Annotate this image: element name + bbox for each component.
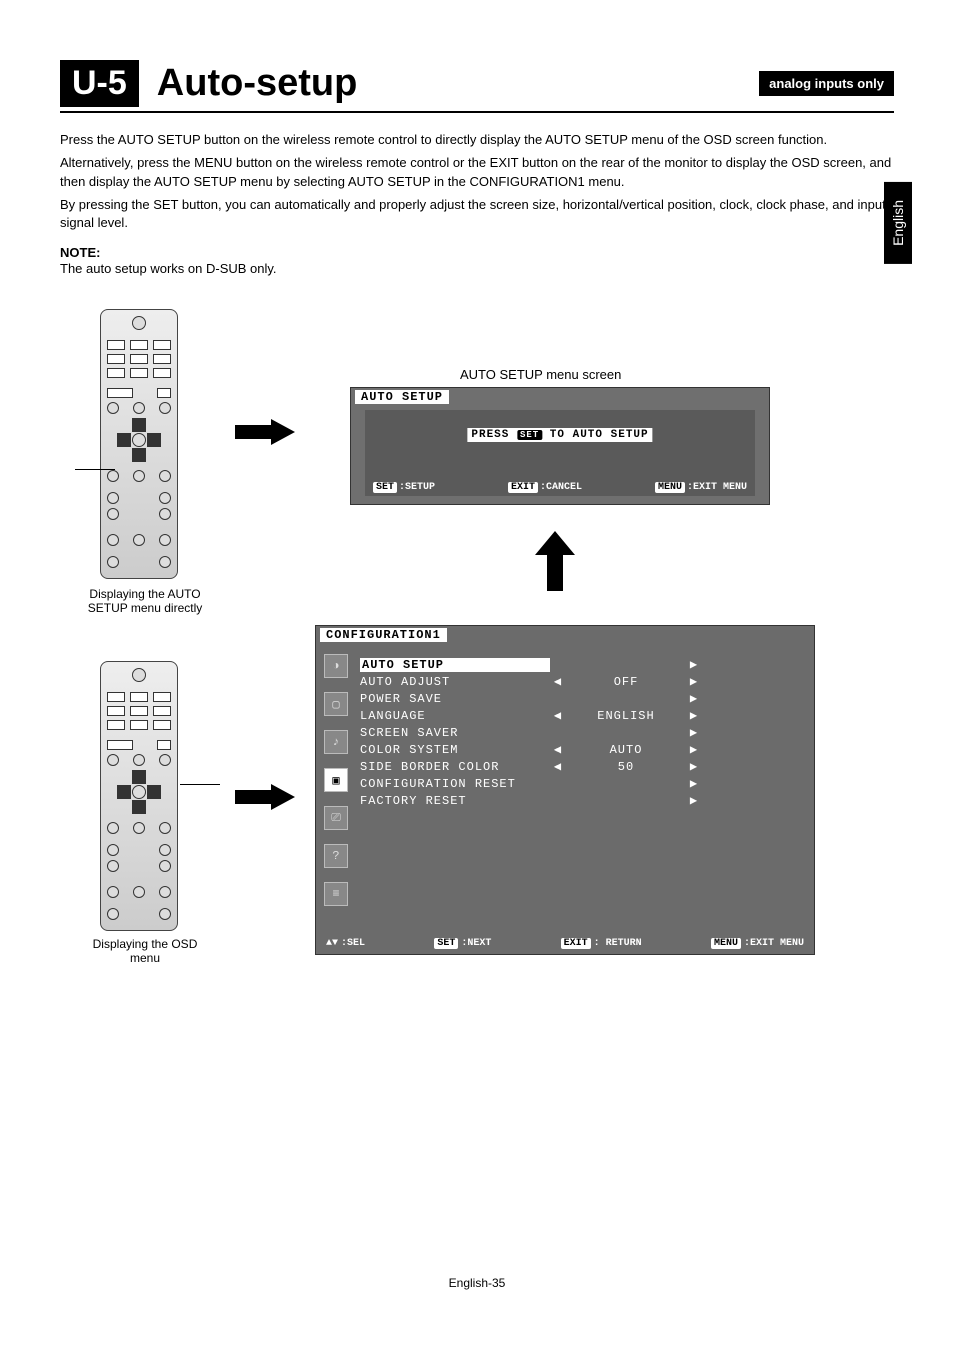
sidebar-config3-icon: ?	[324, 844, 348, 868]
triangle-right-icon: ▶	[686, 793, 702, 808]
triangle-left-icon: ◀	[550, 674, 566, 689]
osd2-footer: ▲▼:SEL SET:NEXT EXIT: RETURN MENU:EXIT M…	[326, 938, 804, 949]
triangle-right-icon: ▶	[686, 674, 702, 689]
set-key-icon: SET	[517, 430, 542, 440]
triangle-right-icon: ▶	[686, 742, 702, 757]
triangle-left-icon: ◀	[550, 759, 566, 774]
osd2-row-label: CONFIGURATION RESET	[360, 777, 550, 791]
triangle-left-icon: ◀	[550, 742, 566, 757]
osd2-row-label: SIDE BORDER COLOR	[360, 760, 550, 774]
arrow-up-icon	[535, 531, 575, 591]
configuration1-osd: CONFIGURATION1 ◑ ▢ ♪ ▣ ⎚ ? ≡ AUTO SETUP ▶…	[315, 625, 815, 955]
osd2-menu-row: LANGUAGE◀ENGLISH▶	[360, 707, 806, 724]
sidebar-advanced-icon: ≡	[324, 882, 348, 906]
sidebar-audio-icon: ♪	[324, 730, 348, 754]
osd2-menu-list: AUTO SETUP▶AUTO ADJUST◀OFF▶POWER SAVE▶LA…	[360, 656, 806, 809]
sidebar-screen-icon: ▢	[324, 692, 348, 716]
osd2-row-value: OFF	[566, 675, 686, 689]
osd2-title: CONFIGURATION1	[320, 628, 447, 642]
page-header: U-5 Auto-setup analog inputs only	[60, 60, 894, 107]
triangle-right-icon: ▶	[686, 708, 702, 723]
osd2-row-label: COLOR SYSTEM	[360, 743, 550, 757]
remote-caption-top: Displaying the AUTO SETUP menu directly	[85, 587, 205, 615]
osd2-menu-row: COLOR SYSTEM◀AUTO▶	[360, 741, 806, 758]
sidebar-config1-icon: ▣	[324, 768, 348, 792]
osd2-menu-row: AUTO ADJUST◀OFF▶	[360, 673, 806, 690]
paragraph-2: Alternatively, press the MENU button on …	[60, 154, 894, 192]
osd1-footer: SET:SETUP EXIT:CANCEL MENU:EXIT MENU	[373, 482, 747, 493]
section-badge: U-5	[60, 60, 139, 107]
triangle-left-icon: ◀	[550, 708, 566, 723]
arrow-right-icon	[235, 784, 295, 810]
osd2-row-label: LANGUAGE	[360, 709, 550, 723]
osd2-row-label: SCREEN SAVER	[360, 726, 550, 740]
analog-badge: analog inputs only	[759, 71, 894, 96]
osd2-menu-row: SCREEN SAVER ▶	[360, 724, 806, 741]
language-tab: English	[884, 182, 912, 264]
remote-caption-bottom: Displaying the OSD menu	[85, 937, 205, 965]
remote-control-bottom	[100, 661, 178, 931]
osd2-menu-row: FACTORY RESET ▶	[360, 792, 806, 809]
osd1-title: AUTO SETUP	[355, 390, 449, 404]
osd2-row-label: AUTO ADJUST	[360, 675, 550, 689]
triangle-right-icon: ▶	[686, 657, 702, 672]
arrow-right-icon	[235, 419, 295, 445]
paragraph-3: By pressing the SET button, you can auto…	[60, 196, 894, 234]
osd2-menu-row: CONFIGURATION RESET ▶	[360, 775, 806, 792]
osd2-row-label: POWER SAVE	[360, 692, 550, 706]
page-title: Auto-setup	[157, 62, 358, 105]
triangle-right-icon: ▶	[686, 691, 702, 706]
callout-line-bottom	[180, 784, 220, 785]
osd2-row-value: ENGLISH	[566, 709, 686, 723]
triangle-right-icon: ▶	[686, 759, 702, 774]
triangle-right-icon: ▶	[686, 725, 702, 740]
sidebar-config2-icon: ⎚	[324, 806, 348, 830]
osd2-menu-row: AUTO SETUP ▶	[360, 656, 806, 673]
page-footer: English-35	[0, 1276, 954, 1290]
diagram-area: Displaying the AUTO SETUP menu directly …	[60, 309, 894, 989]
osd2-menu-row: POWER SAVE ▶	[360, 690, 806, 707]
header-rule	[60, 111, 894, 113]
auto-setup-osd: AUTO SETUP PRESS SET TO AUTO SETUP SET:S…	[350, 387, 770, 505]
osd1-press-row: PRESS SET TO AUTO SETUP	[467, 428, 652, 442]
sidebar-brightness-icon: ◑	[324, 654, 348, 678]
osd2-menu-row: SIDE BORDER COLOR◀50▶	[360, 758, 806, 775]
osd1-caption: AUTO SETUP menu screen	[460, 367, 621, 382]
osd2-row-value: AUTO	[566, 743, 686, 757]
osd2-row-label: AUTO SETUP	[360, 658, 550, 672]
note-text: The auto setup works on D-SUB only.	[60, 260, 894, 279]
remote-control-top	[100, 309, 178, 579]
note-label: NOTE:	[60, 245, 894, 260]
osd2-sidebar: ◑ ▢ ♪ ▣ ⎚ ? ≡	[316, 648, 356, 926]
osd2-row-label: FACTORY RESET	[360, 794, 550, 808]
triangle-right-icon: ▶	[686, 776, 702, 791]
callout-line-top	[75, 469, 115, 470]
osd2-row-value: 50	[566, 760, 686, 774]
paragraph-1: Press the AUTO SETUP button on the wirel…	[60, 131, 894, 150]
